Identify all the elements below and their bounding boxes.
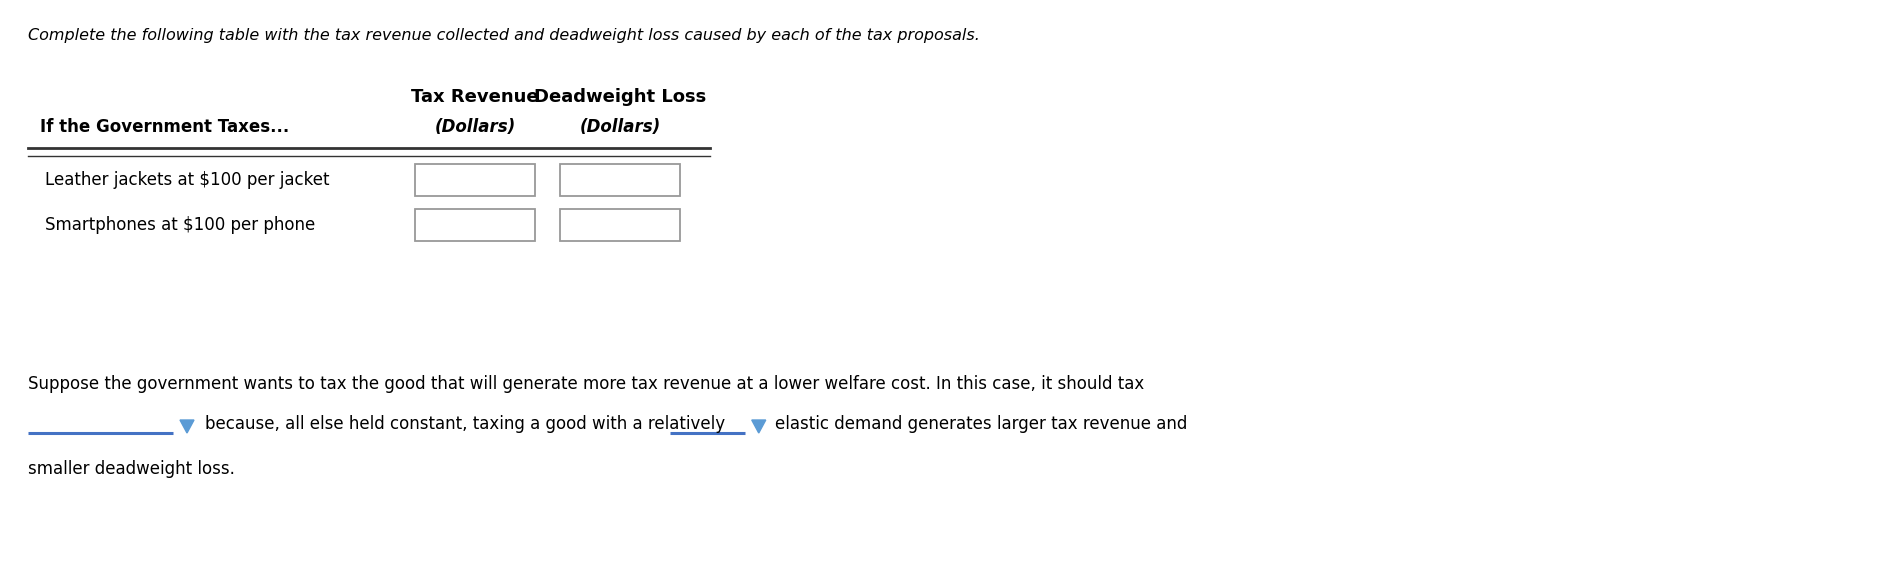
FancyBboxPatch shape (559, 164, 681, 196)
Text: Complete the following table with the tax revenue collected and deadweight loss : Complete the following table with the ta… (28, 28, 980, 43)
Text: Leather jackets at $100 per jacket: Leather jackets at $100 per jacket (46, 171, 330, 189)
Polygon shape (751, 420, 766, 433)
Text: If the Government Taxes...: If the Government Taxes... (40, 118, 290, 136)
Polygon shape (180, 420, 193, 433)
Text: (Dollars): (Dollars) (434, 118, 516, 136)
FancyBboxPatch shape (415, 209, 535, 241)
Text: (Dollars): (Dollars) (580, 118, 660, 136)
Text: Tax Revenue: Tax Revenue (411, 88, 538, 106)
Text: elastic demand generates larger tax revenue and: elastic demand generates larger tax reve… (775, 415, 1187, 433)
Text: smaller deadweight loss.: smaller deadweight loss. (28, 460, 235, 478)
Text: Deadweight Loss: Deadweight Loss (535, 88, 705, 106)
FancyBboxPatch shape (415, 164, 535, 196)
Text: Smartphones at $100 per phone: Smartphones at $100 per phone (46, 216, 315, 234)
Text: because, all else held constant, taxing a good with a relatively: because, all else held constant, taxing … (205, 415, 724, 433)
Text: Suppose the government wants to tax the good that will generate more tax revenue: Suppose the government wants to tax the … (28, 375, 1145, 393)
FancyBboxPatch shape (559, 209, 681, 241)
